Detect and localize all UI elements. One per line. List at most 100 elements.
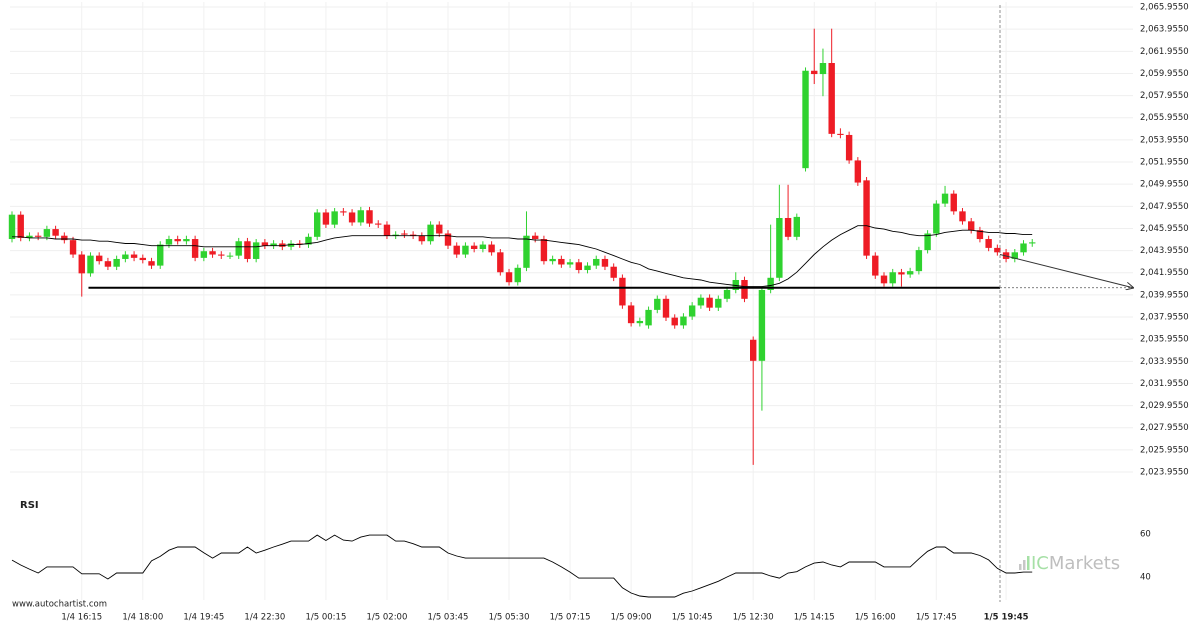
y-tick-label: 2,049.9550	[1140, 180, 1189, 190]
candle-body	[348, 212, 356, 223]
x-tick-label: 1/5 10:45	[672, 613, 713, 623]
x-tick-label: 1/5 02:00	[367, 613, 408, 623]
candle-body	[43, 229, 51, 237]
candle-body	[104, 261, 112, 267]
candle-body	[130, 254, 138, 258]
candle-body	[793, 216, 800, 237]
y-tick-label: 2,059.9550	[1140, 69, 1189, 79]
x-tick-label: 1/4 22:30	[244, 613, 285, 623]
candle-body	[444, 233, 452, 246]
candle-body	[96, 255, 103, 262]
candle-body	[427, 224, 434, 242]
watermark-prefix: IC	[1031, 553, 1049, 574]
candle-body	[523, 235, 530, 268]
y-tick-label: 2,031.9550	[1140, 379, 1189, 389]
candle-body	[802, 70, 809, 169]
y-tick-label: 2,061.9550	[1140, 47, 1189, 57]
candle-body	[776, 217, 783, 278]
footer: www.autochartist.com	[12, 600, 107, 610]
candle-body	[627, 305, 635, 324]
candle-body	[270, 243, 277, 246]
candle-body	[880, 275, 888, 284]
y-tick-label: 60	[1140, 530, 1151, 540]
candle-body	[784, 217, 792, 237]
candle-body	[200, 251, 208, 258]
candle-body	[1020, 243, 1027, 253]
candle-body	[697, 297, 705, 306]
watermark-icon	[1023, 560, 1026, 570]
candle-body	[505, 272, 513, 283]
y-tick-label: 40	[1140, 573, 1151, 583]
candle-body	[340, 211, 347, 213]
rsi-title: RSI	[20, 500, 39, 511]
watermark-suffix: Markets	[1049, 553, 1120, 574]
x-tick-label: 1/4 16:15	[61, 613, 102, 623]
candle-body	[436, 224, 443, 234]
candle-body	[488, 244, 495, 253]
candle-body	[889, 272, 896, 284]
candle-body	[218, 254, 225, 256]
projection-arrow	[999, 254, 1133, 288]
candle-body	[497, 252, 504, 273]
candle-body	[566, 262, 574, 265]
candle-body	[305, 236, 312, 245]
candle-body	[322, 212, 330, 225]
y-tick-label: 2,043.9550	[1140, 246, 1189, 256]
candle-body	[662, 298, 670, 318]
candle-body	[52, 229, 59, 236]
candle-body	[532, 235, 539, 240]
candle-body	[357, 210, 364, 223]
candle-body	[191, 239, 199, 258]
candle-body	[61, 235, 68, 241]
candle-body	[924, 233, 931, 251]
x-tick-label: 1/5 12:30	[733, 613, 774, 623]
candle-body	[375, 223, 382, 225]
candle-body	[610, 266, 617, 278]
candle-body	[584, 265, 591, 271]
candle-body	[383, 224, 391, 236]
rsi-line	[11, 534, 1033, 598]
y-tick-label: 2,027.9550	[1140, 423, 1189, 433]
watermark-icon	[1019, 564, 1022, 570]
candle-body	[593, 258, 600, 266]
candle-body	[906, 271, 914, 275]
y-tick-label: 2,063.9550	[1140, 25, 1189, 35]
candle-body	[872, 255, 879, 276]
watermark-text: ICMarkets	[1031, 553, 1120, 574]
candle-body	[87, 255, 94, 274]
candle-body	[113, 258, 120, 267]
candle-body	[706, 297, 713, 308]
candle-body	[8, 214, 16, 240]
candle-body	[470, 245, 478, 249]
y-tick-label: 2,065.9550	[1140, 3, 1189, 13]
candle-body	[139, 257, 146, 261]
candle-body	[549, 258, 556, 262]
candle-body	[741, 279, 748, 299]
candle-body	[26, 235, 33, 238]
candle-body	[226, 255, 234, 257]
candle-body	[165, 239, 173, 245]
candle-body	[811, 70, 818, 75]
candle-body	[750, 339, 757, 361]
y-tick-label: 2,037.9550	[1140, 313, 1189, 323]
candle-body	[732, 279, 739, 290]
candle-body	[34, 235, 42, 237]
y-tick-label: 2,053.9550	[1140, 135, 1189, 145]
y-tick-label: 2,025.9550	[1140, 445, 1189, 455]
candle-body	[636, 320, 644, 324]
candle-body	[183, 239, 190, 242]
candle-body	[209, 251, 216, 255]
y-tick-label: 2,051.9550	[1140, 158, 1189, 168]
moving-average	[12, 225, 1033, 288]
watermark: ICMarkets	[1019, 553, 1120, 574]
y-tick-label: 2,047.9550	[1140, 202, 1189, 212]
candle-body	[514, 267, 521, 283]
x-tick-label: 1/5 09:00	[611, 613, 652, 623]
y-tick-label: 2,035.9550	[1140, 335, 1189, 345]
x-tick-label: 1/5 00:15	[305, 613, 346, 623]
candle-body	[915, 250, 923, 272]
candle-body	[898, 272, 905, 275]
candle-body	[863, 180, 870, 256]
candle-body	[715, 298, 722, 308]
